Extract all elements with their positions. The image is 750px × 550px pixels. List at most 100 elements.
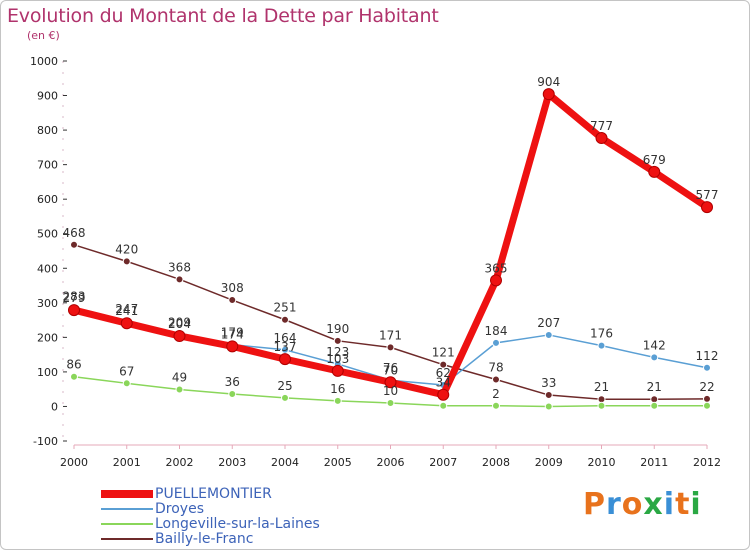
data-point xyxy=(384,376,397,389)
data-label: 368 xyxy=(168,260,191,274)
chart-subtitle: (en €) xyxy=(27,29,60,42)
data-label: 112 xyxy=(696,349,719,363)
x-tick-label: 2010 xyxy=(588,456,616,469)
x-tick-label: 2011 xyxy=(640,456,668,469)
data-label: 247 xyxy=(115,302,138,316)
legend-label: PUELLEMONTIER xyxy=(155,486,272,502)
data-point xyxy=(490,274,502,287)
data-point xyxy=(68,304,80,317)
data-label: 70 xyxy=(383,363,398,377)
data-label: 904 xyxy=(537,75,560,89)
data-label: 204 xyxy=(168,317,191,331)
legend-label: Droyes xyxy=(155,501,204,517)
data-point xyxy=(439,401,448,410)
legend-swatch xyxy=(101,538,153,540)
data-point xyxy=(703,401,711,410)
data-label: 179 xyxy=(221,326,244,340)
data-label: 207 xyxy=(537,316,560,330)
data-point xyxy=(437,388,450,401)
data-label: 36 xyxy=(225,375,240,389)
data-label: 10 xyxy=(383,384,398,398)
data-label: 2 xyxy=(492,387,500,401)
data-label: 67 xyxy=(119,364,134,378)
x-tick-label: 2012 xyxy=(693,456,721,469)
data-point xyxy=(597,395,606,404)
data-label: 171 xyxy=(379,328,402,342)
data-label: 121 xyxy=(432,346,455,360)
data-point xyxy=(175,275,184,284)
data-point xyxy=(122,379,131,388)
legend-label: Bailly-le-Franc xyxy=(155,531,254,547)
data-point xyxy=(228,296,237,305)
data-label: 21 xyxy=(594,380,609,394)
data-label: 103 xyxy=(326,352,349,366)
data-point xyxy=(279,353,291,366)
data-point xyxy=(226,340,239,353)
data-point xyxy=(650,353,659,362)
data-label: 577 xyxy=(696,188,719,202)
legend-item: Droyes xyxy=(101,502,320,517)
x-tick-label: 2005 xyxy=(324,456,352,469)
data-label: 209 xyxy=(168,315,191,329)
data-point xyxy=(492,338,500,347)
y-tick-label: 900 xyxy=(37,90,58,103)
data-label: 279 xyxy=(63,291,86,305)
x-tick-label: 2007 xyxy=(429,456,457,469)
data-point xyxy=(122,257,131,266)
legend-item: Bailly-le-Franc xyxy=(101,532,320,547)
data-label: 123 xyxy=(326,345,349,359)
data-label: 251 xyxy=(274,301,297,315)
data-label: 33 xyxy=(541,376,556,390)
y-tick-label: 600 xyxy=(37,193,58,206)
data-point xyxy=(281,393,289,402)
data-label: 76 xyxy=(383,361,398,375)
data-label: 184 xyxy=(485,324,508,338)
data-label: 190 xyxy=(326,322,349,336)
x-tick-label: 2006 xyxy=(377,456,405,469)
data-point xyxy=(120,317,133,330)
data-label: 34 xyxy=(436,376,451,390)
data-label: 137 xyxy=(274,340,297,354)
data-point xyxy=(597,341,606,350)
x-tick-label: 2002 xyxy=(166,456,194,469)
data-label: 86 xyxy=(66,358,81,372)
data-point xyxy=(544,330,553,339)
data-label: 308 xyxy=(221,281,244,295)
y-tick-label: 800 xyxy=(37,124,58,137)
y-tick-label: 1000 xyxy=(30,55,58,68)
y-tick-label: 700 xyxy=(37,159,58,172)
x-tick-label: 2003 xyxy=(218,456,246,469)
data-point xyxy=(701,201,713,214)
legend-swatch xyxy=(101,508,153,510)
y-tick-label: 300 xyxy=(37,297,58,310)
data-point xyxy=(281,315,289,324)
data-label: 176 xyxy=(590,327,613,341)
data-point xyxy=(331,364,344,377)
x-tick-label: 2001 xyxy=(113,456,141,469)
y-tick-label: -100 xyxy=(33,435,58,448)
data-label: 22 xyxy=(699,380,714,394)
data-label: 283 xyxy=(63,290,86,304)
data-point xyxy=(70,372,78,381)
data-point xyxy=(175,385,184,394)
x-tick-label: 2008 xyxy=(482,456,510,469)
data-point xyxy=(595,132,608,145)
data-point xyxy=(70,240,78,249)
data-point xyxy=(650,401,659,410)
data-point xyxy=(439,360,448,369)
chart-title: Evolution du Montant de la Dette par Hab… xyxy=(7,5,439,27)
data-point xyxy=(542,88,555,101)
data-label: 679 xyxy=(643,153,666,167)
data-point xyxy=(386,343,395,352)
data-point xyxy=(173,329,186,342)
legend-swatch xyxy=(101,490,153,498)
data-point xyxy=(544,391,553,400)
data-label: 49 xyxy=(172,371,187,385)
data-label: 241 xyxy=(115,304,138,318)
legend-swatch xyxy=(101,523,153,525)
data-label: 21 xyxy=(647,380,662,394)
data-point xyxy=(333,396,342,405)
data-label: 468 xyxy=(63,226,86,240)
